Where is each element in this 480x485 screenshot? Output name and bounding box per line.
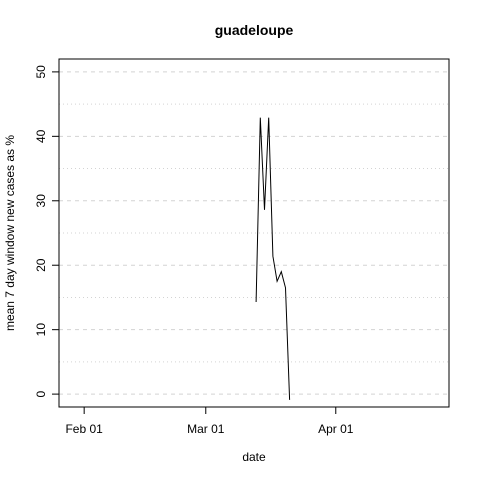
x-axis-label: date (242, 450, 266, 464)
x-tick-label: Apr 01 (318, 422, 354, 436)
y-axis-label: mean 7 day window new cases as % (3, 135, 17, 331)
y-tick-label: 30 (34, 194, 48, 208)
plot-frame (59, 59, 449, 407)
y-tick-label: 10 (34, 323, 48, 337)
series-layer (256, 118, 290, 400)
x-axis: Feb 01 Mar 01 Apr 01 (65, 407, 353, 436)
y-axis: 0 10 20 30 40 50 (34, 65, 59, 398)
y-tick-label: 20 (34, 258, 48, 272)
y-tick-label: 50 (34, 65, 48, 79)
series-line (256, 118, 290, 400)
x-tick-label: Mar 01 (187, 422, 225, 436)
y-tick-label: 0 (34, 390, 48, 397)
gridlines (59, 72, 449, 394)
x-tick-label: Feb 01 (65, 422, 103, 436)
y-tick-label: 40 (34, 129, 48, 143)
chart-title: guadeloupe (215, 22, 294, 38)
